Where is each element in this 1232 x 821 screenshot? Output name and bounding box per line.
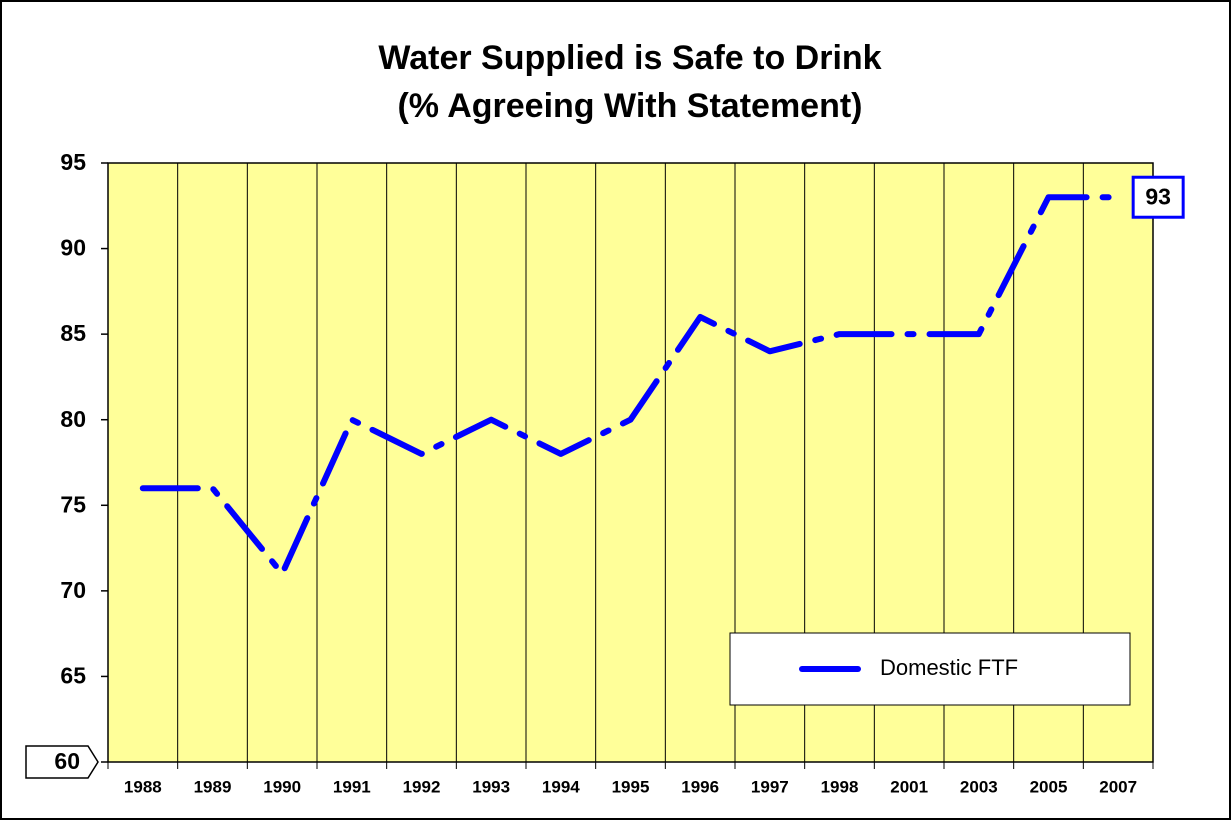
y-tick-label: 95 <box>60 149 86 175</box>
x-tick-label: 1995 <box>612 777 650 796</box>
y-tick-label: 60 <box>54 748 80 774</box>
data-line <box>139 194 1122 577</box>
data-label: 93 <box>1145 183 1171 209</box>
legend-box <box>729 632 1131 706</box>
x-tick-label: 1989 <box>194 777 232 796</box>
chart-title: Water Supplied is Safe to Drink <box>378 39 881 77</box>
x-tick-label: 1996 <box>681 777 719 796</box>
x-tick-label: 2001 <box>890 777 928 796</box>
legend-label: Domestic FTF <box>880 655 1018 680</box>
x-tick-label: 1991 <box>333 777 371 796</box>
y-tick-label: 90 <box>60 235 86 261</box>
y-tick-label: 70 <box>60 577 86 603</box>
x-tick-label: 1998 <box>821 777 859 796</box>
x-tick-label: 1992 <box>403 777 441 796</box>
chart-subtitle: (% Agreeing With Statement) <box>397 87 862 125</box>
y-tick-label: 65 <box>60 663 86 689</box>
x-tick-label: 2007 <box>1099 777 1137 796</box>
y-tick-label: 75 <box>60 491 86 517</box>
x-tick-label: 1988 <box>124 777 162 796</box>
x-tick-label: 2005 <box>1030 777 1068 796</box>
x-tick-label: 1990 <box>263 777 301 796</box>
x-tick-label: 1994 <box>542 777 580 796</box>
x-tick-label: 1997 <box>751 777 789 796</box>
x-tick-label: 2003 <box>960 777 998 796</box>
y-tick-label: 80 <box>60 406 86 432</box>
data-label-box <box>1131 175 1185 219</box>
y-tick-label: 85 <box>60 320 86 346</box>
x-tick-label: 1993 <box>472 777 510 796</box>
y-tick-label-box <box>25 745 99 779</box>
